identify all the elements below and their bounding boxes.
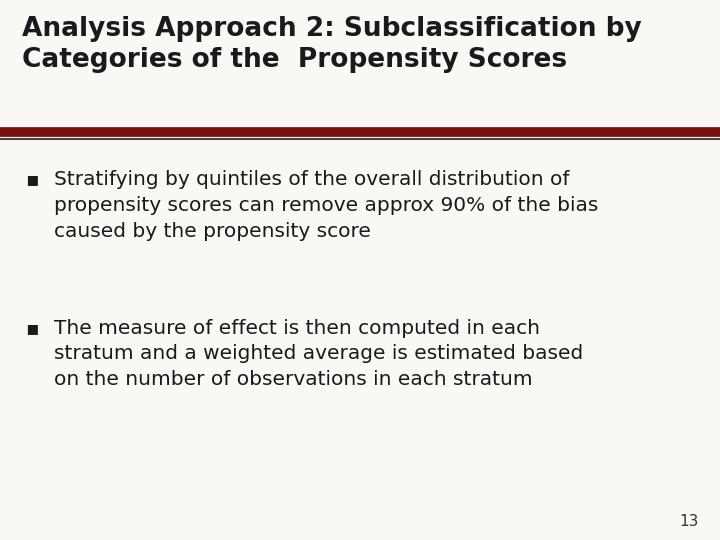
Text: Stratifying by quintiles of the overall distribution of
propensity scores can re: Stratifying by quintiles of the overall … [54,170,598,241]
Text: ▪: ▪ [25,319,39,338]
Text: ▪: ▪ [25,170,39,189]
Text: Analysis Approach 2: Subclassification by
Categories of the  Propensity Scores: Analysis Approach 2: Subclassification b… [22,16,642,73]
Text: The measure of effect is then computed in each
stratum and a weighted average is: The measure of effect is then computed i… [54,319,583,389]
Text: 13: 13 [679,514,698,529]
